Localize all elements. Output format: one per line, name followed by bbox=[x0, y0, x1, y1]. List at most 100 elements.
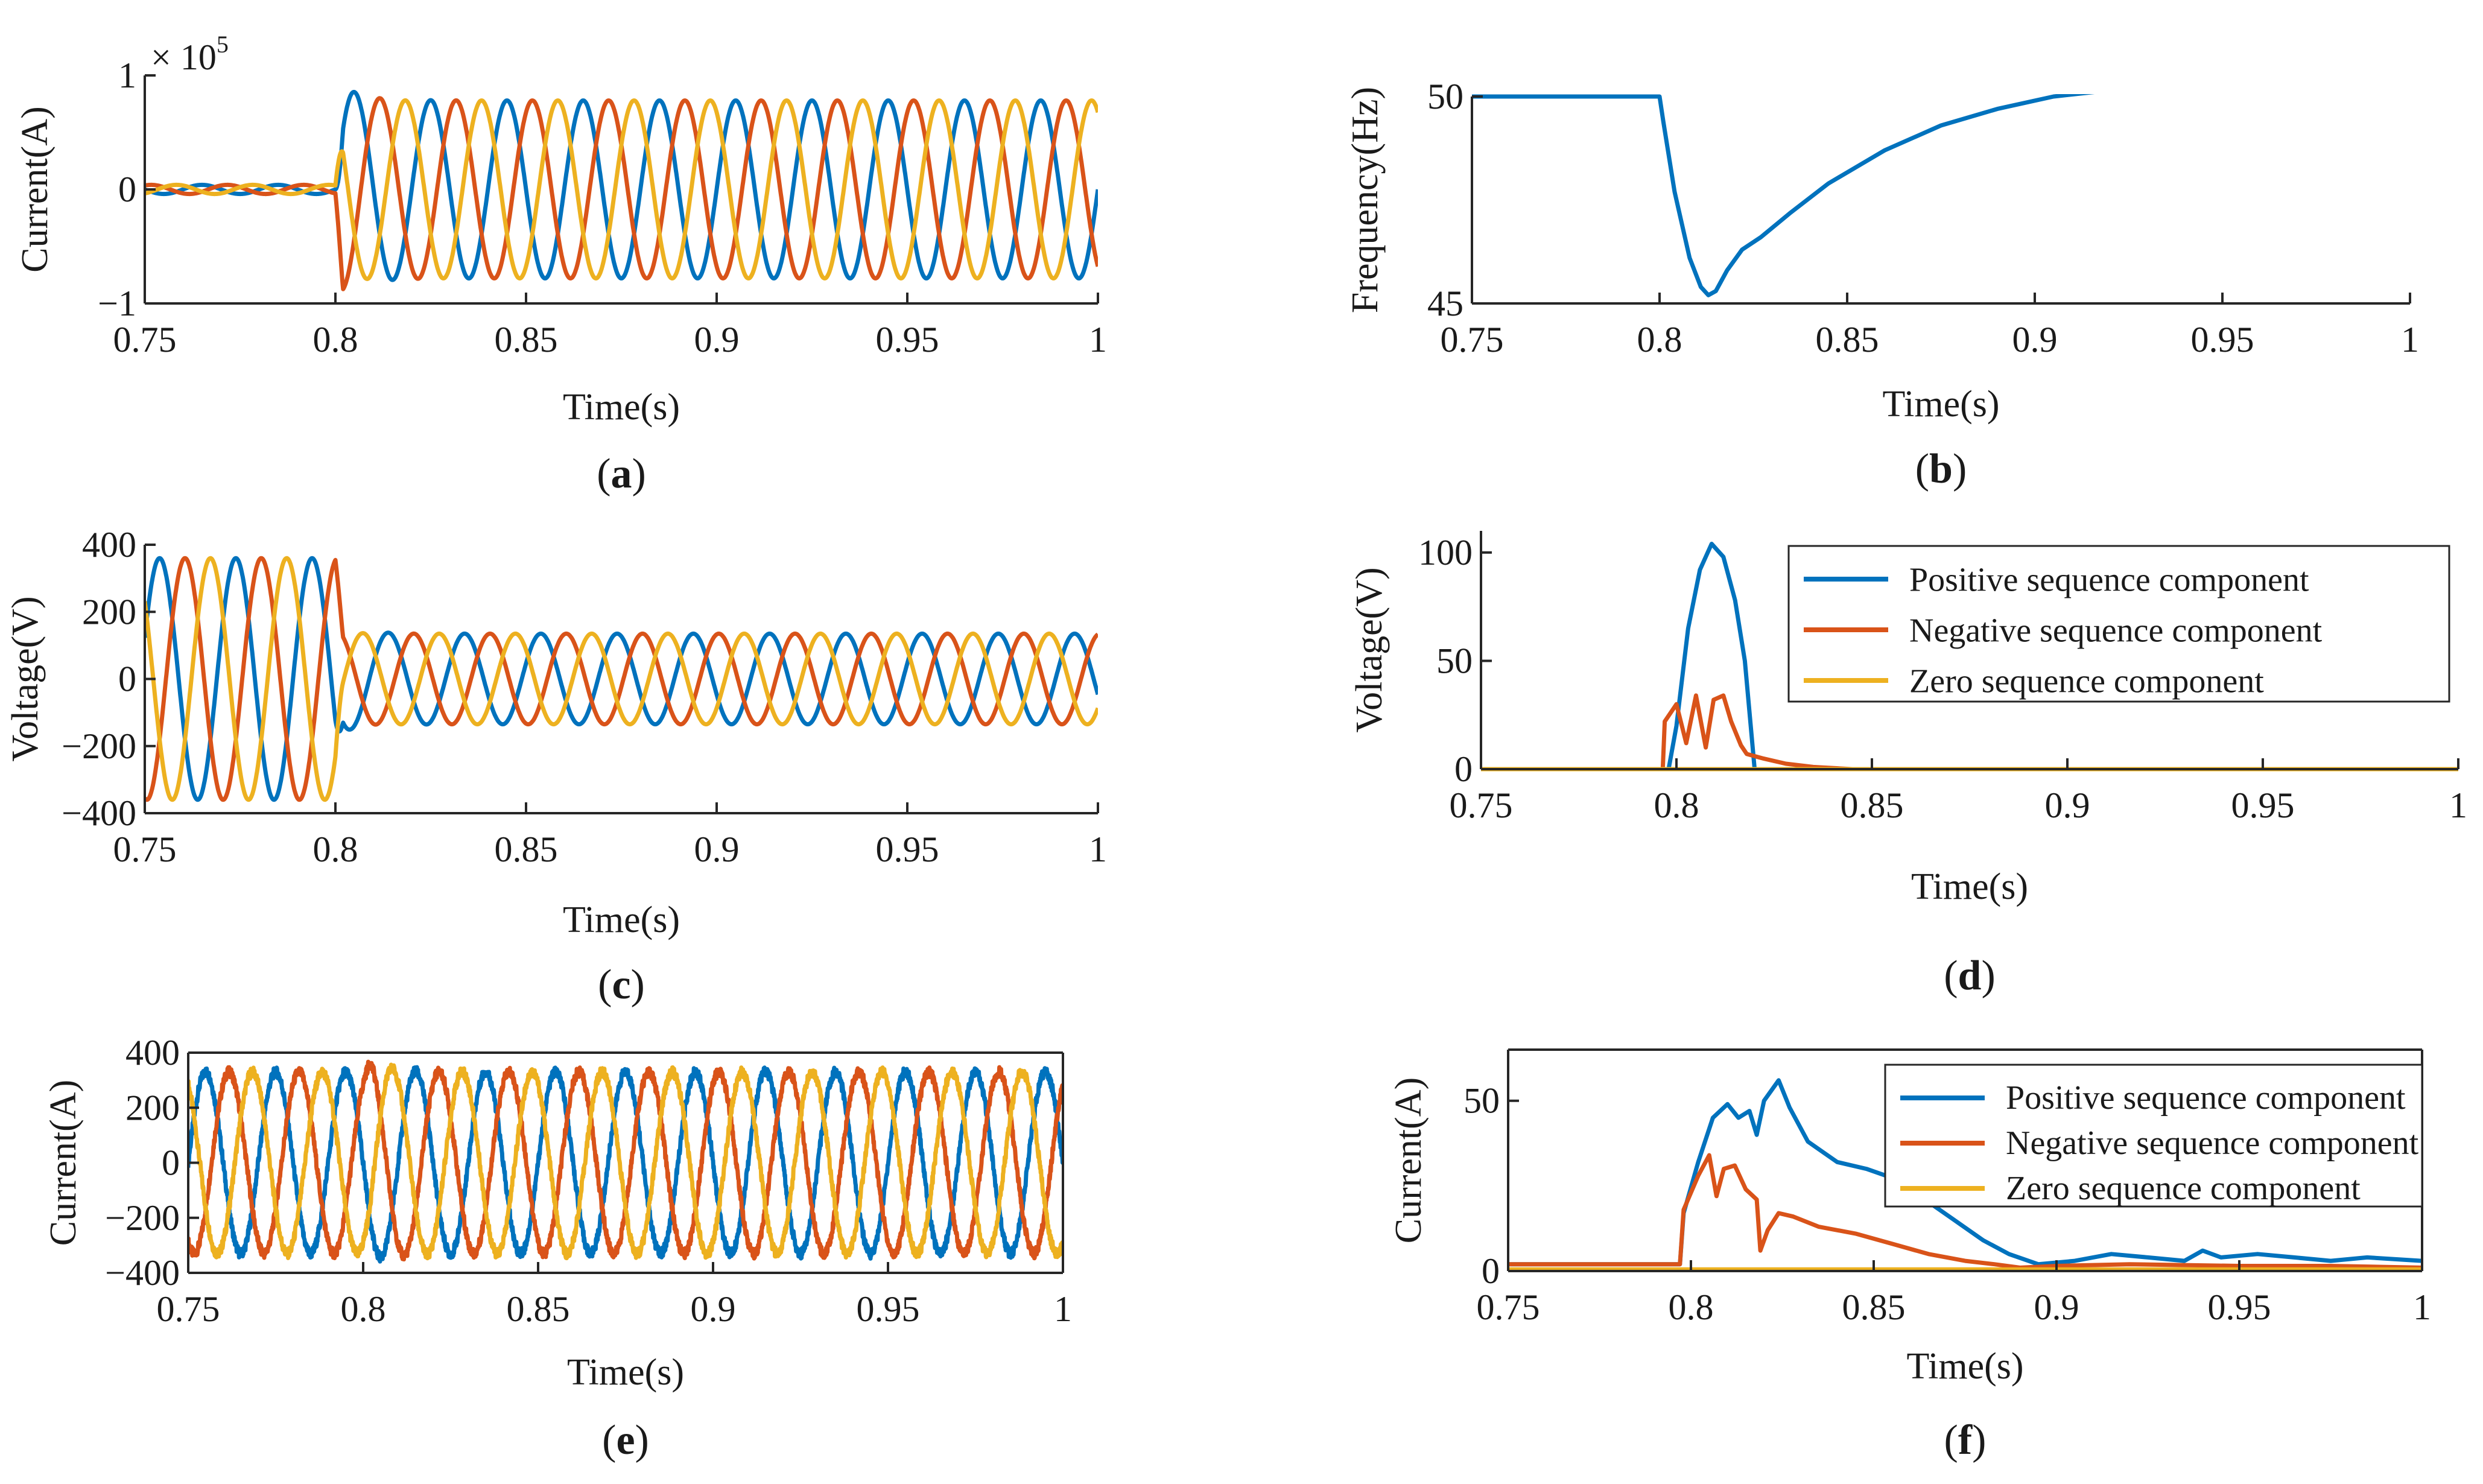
x-tick-label-e: 0.9 bbox=[691, 1289, 736, 1329]
legend-entry-f-3: Zero sequence component bbox=[2006, 1170, 2361, 1207]
legend-entry-f-1: Positive sequence component bbox=[2006, 1079, 2406, 1117]
chart-e: 0.75 0.8 0.85 0.9 0.95 1 −400 −200 0 200 400 Time(s… bbox=[43, 1033, 1072, 1463]
plot-area-e bbox=[188, 1059, 1063, 1264]
plot-area-b bbox=[1472, 94, 2095, 297]
y-tick-label-c: 200 bbox=[82, 592, 136, 632]
y-tick-label-d: 0 bbox=[1454, 749, 1473, 789]
x-axis-label-d: Time(s) bbox=[1911, 866, 2028, 907]
panel-caption-c: (c) bbox=[598, 962, 645, 1008]
x-tick-label-c: 0.85 bbox=[495, 829, 558, 869]
y-tick-label-b: 45 bbox=[1427, 284, 1463, 323]
y-tick-label-a: 1 bbox=[118, 55, 136, 95]
x-axis-label-f: Time(s) bbox=[1906, 1346, 2023, 1387]
series-line-c-2 bbox=[145, 556, 1098, 802]
panel-caption-d: (d) bbox=[1944, 953, 1996, 999]
panel-caption-f: (f) bbox=[1944, 1417, 1987, 1463]
y-tick-label-e: 200 bbox=[125, 1088, 180, 1127]
y-axis-label-a: Current(A) bbox=[14, 106, 55, 272]
x-tick-label-a: 0.8 bbox=[313, 320, 358, 360]
y-axis-label-f: Current(A) bbox=[1388, 1077, 1429, 1243]
x-tick-label-c: 0.9 bbox=[694, 829, 740, 869]
x-tick-label-a: 1 bbox=[1089, 320, 1107, 360]
x-tick-label-f: 0.95 bbox=[2208, 1287, 2271, 1327]
y-tick-label-a: 0 bbox=[118, 170, 136, 209]
plot-area-a bbox=[145, 90, 1098, 291]
x-tick-label-b: 0.95 bbox=[2191, 320, 2254, 360]
x-tick-label-b: 0.85 bbox=[1816, 320, 1879, 360]
y-axis-label-e: Current(A) bbox=[43, 1080, 84, 1246]
y-tick-label-e: −400 bbox=[105, 1253, 180, 1293]
panel-caption-e: (e) bbox=[602, 1417, 649, 1463]
y-tick-label-e: 0 bbox=[162, 1143, 180, 1183]
y-tick-label-e: 400 bbox=[125, 1033, 180, 1073]
legend-box-d bbox=[1787, 545, 2450, 703]
legend-entry-f-2: Negative sequence component bbox=[2006, 1124, 2419, 1162]
x-tick-label-e: 0.8 bbox=[341, 1289, 386, 1329]
chart-b: 0.75 0.8 0.85 0.9 0.95 1 45 50 Time(s) Frequency(… bbox=[1345, 77, 2419, 492]
x-tick-label-a: 0.85 bbox=[495, 320, 558, 360]
y-axis-label-d: Voltage(V) bbox=[1349, 567, 1390, 732]
x-tick-label-f: 1 bbox=[2413, 1287, 2431, 1327]
charts-layer: 0.75 0.8 0.85 0.9 0.95 1 −1 0 1 × 105 Time(s) Curre… bbox=[5, 31, 2467, 1463]
x-tick-label-c: 0.75 bbox=[113, 829, 177, 869]
x-tick-label-f: 0.9 bbox=[2034, 1287, 2079, 1327]
x-tick-label-b: 0.8 bbox=[1637, 320, 1682, 360]
x-tick-label-d: 0.95 bbox=[2231, 785, 2295, 825]
y-multiplier-a: × 105 bbox=[151, 31, 229, 77]
series-line-c-1 bbox=[145, 556, 1098, 802]
x-tick-label-f: 0.8 bbox=[1669, 1287, 1714, 1327]
legend-entry-d-1: Positive sequence component bbox=[1909, 562, 2309, 599]
panel-caption-b: (b) bbox=[1915, 446, 1967, 492]
legend-d: Positive sequence component Negative sequ… bbox=[1787, 545, 2450, 703]
series-line-f-2 bbox=[1508, 1153, 2422, 1270]
y-tick-label-f: 50 bbox=[1463, 1081, 1500, 1121]
x-axis-label-c: Time(s) bbox=[563, 899, 680, 940]
x-tick-label-e: 0.85 bbox=[507, 1289, 570, 1329]
series-line-d-1 bbox=[1481, 542, 2458, 772]
x-tick-label-d: 0.9 bbox=[2045, 785, 2090, 825]
x-tick-label-d: 0.85 bbox=[1841, 785, 1904, 825]
x-tick-label-d: 1 bbox=[2449, 785, 2467, 825]
x-tick-label-d: 0.8 bbox=[1654, 785, 1699, 825]
x-axis-label-a: Time(s) bbox=[563, 387, 680, 428]
plot-area-c bbox=[145, 556, 1098, 802]
panel-caption-a: (a) bbox=[597, 451, 646, 497]
y-tick-label-d: 100 bbox=[1418, 533, 1473, 572]
y-tick-label-c: 0 bbox=[118, 659, 136, 699]
y-tick-label-b: 50 bbox=[1427, 77, 1463, 116]
x-axis-label-b: Time(s) bbox=[1882, 384, 1999, 425]
y-tick-label-c: 400 bbox=[82, 525, 136, 565]
x-tick-label-d: 0.75 bbox=[1450, 785, 1513, 825]
x-tick-label-e: 1 bbox=[1054, 1289, 1072, 1329]
x-tick-label-c: 0.95 bbox=[876, 829, 939, 869]
y-axis-label-c: Voltage(V) bbox=[5, 596, 46, 761]
y-tick-label-a: −1 bbox=[98, 284, 136, 323]
x-tick-label-a: 0.75 bbox=[113, 320, 177, 360]
y-tick-label-c: −400 bbox=[62, 793, 136, 833]
legend-f: Positive sequence component Negative sequ… bbox=[1884, 1064, 2423, 1208]
y-tick-label-d: 50 bbox=[1436, 641, 1473, 680]
y-tick-label-f: 0 bbox=[1482, 1251, 1500, 1291]
series-line-c-3 bbox=[145, 556, 1098, 802]
x-tick-label-f: 0.75 bbox=[1477, 1287, 1540, 1327]
x-tick-label-b: 1 bbox=[2401, 320, 2419, 360]
x-tick-label-c: 1 bbox=[1089, 829, 1107, 869]
chart-c: 0.75 0.8 0.85 0.9 0.95 1 −400 −200 0 200 400 Time(s… bbox=[5, 525, 1107, 1008]
x-tick-label-e: 0.75 bbox=[157, 1289, 220, 1329]
chart-f: 0.75 0.8 0.85 0.9 0.95 1 0 50 Time(s) Current(A) (… bbox=[1388, 1048, 2431, 1463]
x-tick-label-e: 0.95 bbox=[857, 1289, 920, 1329]
y-tick-label-c: −200 bbox=[62, 726, 136, 766]
chart-d: 0.75 0.8 0.85 0.9 0.95 1 0 50 100 Time(s) Voltage(… bbox=[1349, 531, 2467, 999]
series-line-e-3 bbox=[188, 1062, 1063, 1261]
x-tick-label-b: 0.9 bbox=[2012, 320, 2058, 360]
x-tick-label-a: 0.95 bbox=[876, 320, 939, 360]
x-axis-label-e: Time(s) bbox=[567, 1352, 684, 1393]
legend-entry-d-3: Zero sequence component bbox=[1909, 663, 2264, 700]
series-line-a-3 bbox=[145, 98, 1098, 281]
series-line-b-1 bbox=[1472, 94, 2095, 297]
y-axis-label-b: Frequency(Hz) bbox=[1345, 87, 1386, 313]
x-tick-label-a: 0.9 bbox=[694, 320, 740, 360]
x-tick-label-f: 0.85 bbox=[1842, 1287, 1906, 1327]
